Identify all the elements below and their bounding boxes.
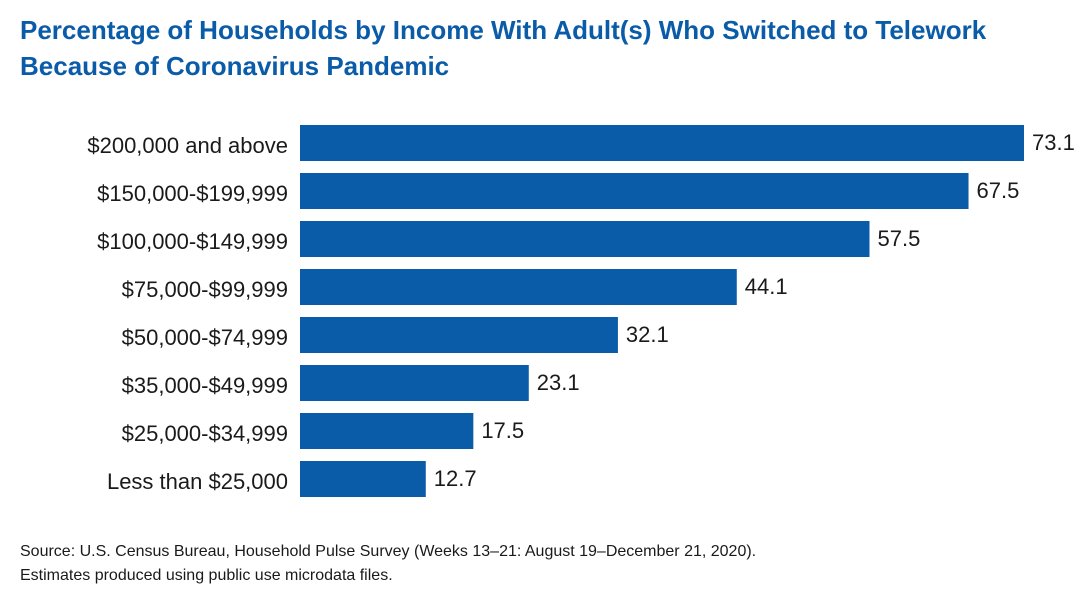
bar	[300, 461, 426, 497]
y-tick-label: $75,000-$99,999	[122, 277, 288, 302]
bar	[300, 269, 737, 305]
footnote: Estimates produced using public use micr…	[20, 567, 393, 584]
source-note: Source: U.S. Census Bureau, Household Pu…	[20, 543, 757, 560]
value-label: 44.1	[745, 274, 788, 299]
bar	[300, 413, 474, 449]
value-label: 32.1	[626, 322, 669, 347]
value-label: 73.1	[1032, 130, 1075, 155]
y-tick-label: $25,000-$34,999	[122, 421, 288, 446]
value-label: 17.5	[481, 418, 524, 443]
bar	[300, 221, 870, 257]
bar	[300, 125, 1024, 161]
y-tick-label: $150,000-$199,999	[97, 181, 288, 206]
value-label: 23.1	[537, 370, 580, 395]
y-tick-label: Less than $25,000	[107, 469, 288, 494]
bar	[300, 317, 618, 353]
y-tick-label: $35,000-$49,999	[122, 373, 288, 398]
y-tick-label: $50,000-$74,999	[122, 325, 288, 350]
chart-title: Percentage of Households by Income With …	[20, 15, 987, 81]
bar	[300, 173, 969, 209]
value-label: 57.5	[877, 226, 920, 251]
value-label: 67.5	[977, 178, 1020, 203]
value-label: 12.7	[434, 466, 477, 491]
bar	[300, 365, 529, 401]
y-tick-label: $200,000 and above	[87, 133, 288, 158]
y-tick-label: $100,000-$149,999	[97, 229, 288, 254]
